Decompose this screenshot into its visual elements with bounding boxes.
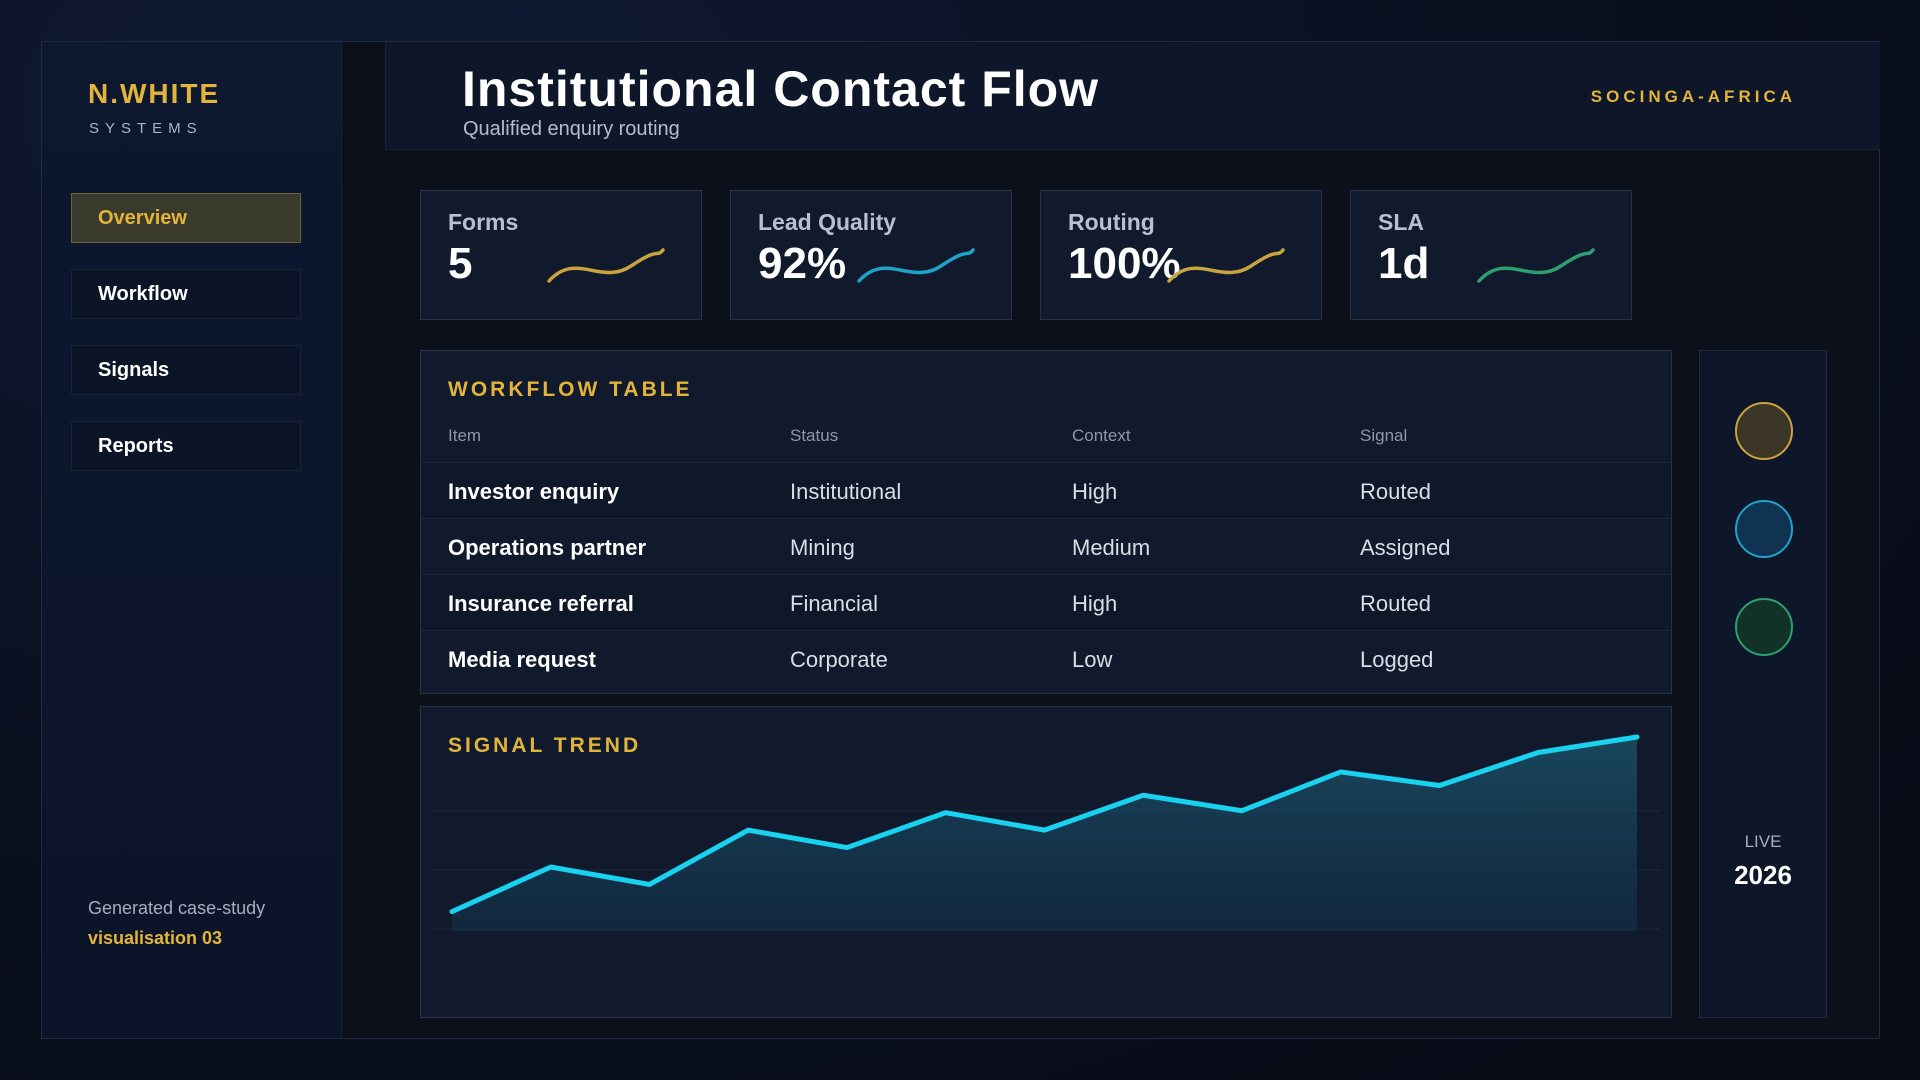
cell-item: Operations partner [448, 535, 647, 560]
dashboard-frame: N.WHITE SYSTEMS Overview Workflow Signal… [41, 41, 1880, 1039]
green-status-dot[interactable] [1735, 598, 1793, 656]
kpi-card-forms[interactable]: Forms 5 [420, 190, 702, 320]
kpi-card-lead-quality[interactable]: Lead Quality 92% [730, 190, 1012, 320]
signal-line [449, 734, 1640, 915]
cell-context: High [1072, 591, 1118, 616]
cell-status: Mining [790, 535, 855, 560]
cell-context: Low [1072, 647, 1113, 672]
signal-point[interactable] [1335, 766, 1347, 778]
signal-point[interactable] [644, 878, 656, 890]
status-rail: LIVE 2026 [1699, 350, 1827, 1018]
sidebar-footer: Generated case-study visualisation 03 [88, 898, 265, 949]
kpi-label: Forms [448, 209, 519, 235]
chart-title: SIGNAL TREND [448, 734, 642, 757]
brand-name: N.WHITE [88, 78, 221, 109]
table-row[interactable]: Operations partner Mining Medium Assigne… [421, 518, 1671, 574]
signal-trend-chart [431, 731, 1661, 931]
page-header: Institutional Contact Flow Qualified enq… [385, 42, 1880, 150]
signal-point[interactable] [940, 807, 952, 819]
signal-point[interactable] [1631, 731, 1643, 743]
signal-point[interactable] [1236, 805, 1248, 817]
sidebar-item-reports[interactable]: Reports [71, 421, 301, 471]
table-row[interactable]: Investor enquiry Institutional High Rout… [421, 462, 1671, 518]
signal-point[interactable] [1434, 780, 1446, 792]
org-tag: SOCINGA-AFRICA [1590, 87, 1796, 106]
table-row[interactable]: Insurance referral Financial High Routed [421, 574, 1671, 630]
table-header-row: Item Status Context Signal [421, 426, 1671, 462]
kpi-card-routing[interactable]: Routing 100% [1040, 190, 1322, 320]
sidebar-item-signals[interactable]: Signals [71, 345, 301, 395]
cell-item: Investor enquiry [448, 479, 620, 504]
signal-point[interactable] [1532, 747, 1544, 759]
signal-point[interactable] [545, 861, 557, 873]
kpi-card-sla[interactable]: SLA 1d [1350, 190, 1632, 320]
kpi-value: 5 [448, 239, 473, 288]
kpi-sparkline-icon [1167, 248, 1285, 283]
sidebar-item-workflow[interactable]: Workflow [71, 269, 301, 319]
kpi-sparkline-icon [547, 248, 665, 283]
cell-signal: Routed [1360, 591, 1431, 616]
kpi-label: Lead Quality [758, 209, 897, 235]
signal-point[interactable] [446, 906, 458, 918]
cell-item: Media request [448, 647, 596, 672]
signal-point[interactable] [1137, 789, 1149, 801]
signal-trend-card: SIGNAL TREND [420, 706, 1672, 1018]
cyan-status-dot[interactable] [1735, 500, 1793, 558]
cell-status: Institutional [790, 479, 902, 504]
kpi-label: SLA [1378, 209, 1424, 235]
kpi-sparkline-icon [857, 248, 975, 283]
cell-signal: Logged [1360, 647, 1434, 672]
cell-signal: Assigned [1360, 535, 1451, 560]
workflow-table: WORKFLOW TABLE Item Status Context Signa… [420, 350, 1672, 694]
kpi-label: Routing [1068, 209, 1155, 235]
kpi-sparkline-icon [1477, 248, 1595, 283]
signal-point[interactable] [742, 824, 754, 836]
column-header-status[interactable]: Status [790, 426, 839, 445]
cell-context: High [1072, 479, 1118, 504]
table-row[interactable]: Media request Corporate Low Logged [421, 630, 1671, 686]
page-subtitle: Qualified enquiry routing [463, 118, 680, 140]
cell-context: Medium [1072, 535, 1151, 560]
column-header-context[interactable]: Context [1072, 426, 1131, 445]
cell-status: Financial [790, 591, 879, 616]
footer-highlight: visualisation 03 [88, 928, 223, 948]
signal-area [452, 737, 1637, 931]
live-year: 2026 [1734, 860, 1792, 890]
column-header-item[interactable]: Item [448, 426, 482, 445]
footer-caption: Generated case-study [88, 898, 266, 918]
kpi-value: 100% [1068, 239, 1181, 288]
gold-status-dot[interactable] [1735, 402, 1793, 460]
cell-signal: Routed [1360, 479, 1431, 504]
kpi-value: 1d [1378, 239, 1430, 288]
sidebar-item-overview[interactable]: Overview [71, 193, 301, 243]
cell-item: Insurance referral [448, 591, 634, 616]
live-label: LIVE [1744, 832, 1782, 851]
column-header-signal[interactable]: Signal [1360, 426, 1408, 445]
signal-point[interactable] [1039, 824, 1051, 836]
signal-point[interactable] [841, 842, 853, 854]
sidebar-nav: Overview Workflow Signals Reports [71, 193, 301, 497]
workflow-table-title: WORKFLOW TABLE [448, 378, 693, 401]
brand-subtitle: SYSTEMS [89, 120, 203, 137]
cell-status: Corporate [790, 647, 888, 672]
page-title: Institutional Contact Flow [462, 61, 1100, 117]
kpi-value: 92% [758, 239, 847, 288]
sidebar: N.WHITE SYSTEMS Overview Workflow Signal… [42, 42, 342, 1038]
